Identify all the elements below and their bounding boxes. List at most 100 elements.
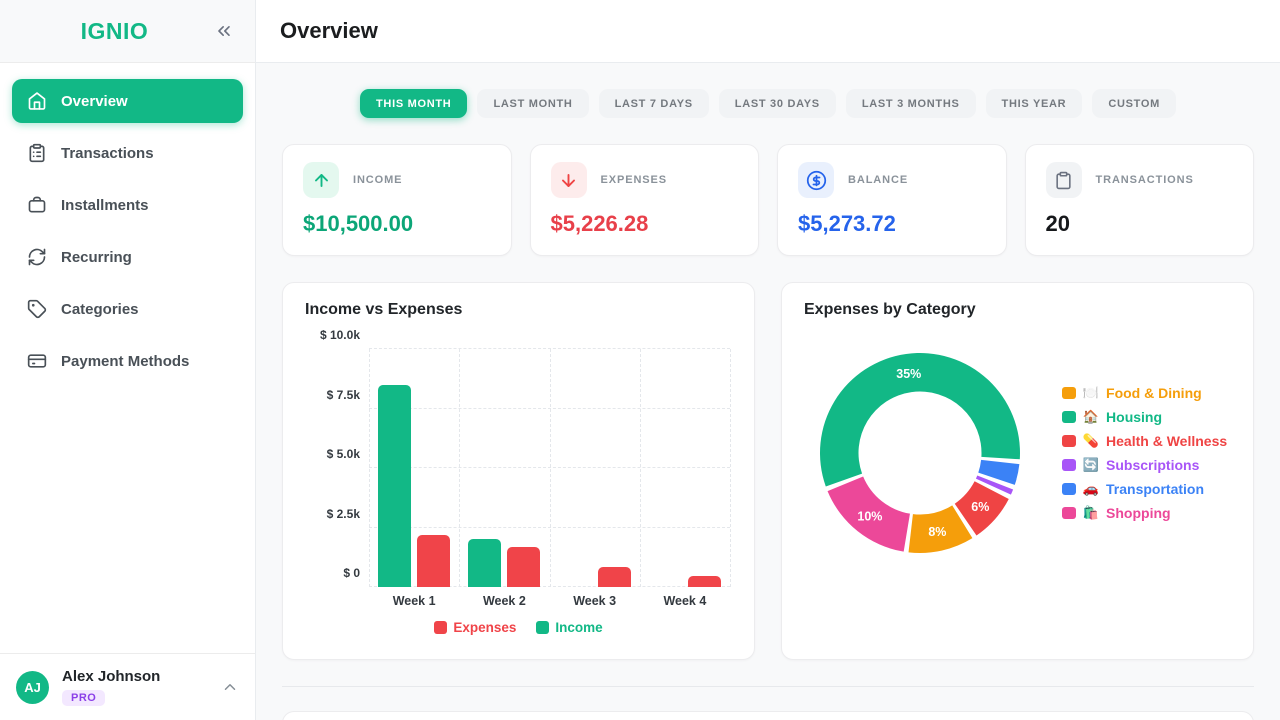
expenses-bar-week-1[interactable] [417, 534, 451, 587]
legend-swatch [1061, 387, 1076, 399]
category-label: Health & Wellness [1106, 433, 1228, 449]
home-icon [27, 91, 47, 111]
gridline [369, 349, 370, 587]
gridline [369, 348, 730, 349]
stat-card-header: BALANCE [798, 162, 986, 198]
chevron-up-icon[interactable] [221, 678, 239, 696]
tag-icon [27, 299, 47, 319]
category-label: Shopping [1106, 505, 1171, 521]
stat-value: $5,226.28 [550, 211, 649, 236]
slice-percent-label: 10% [857, 510, 882, 524]
page-title: Overview [280, 18, 378, 43]
user-menu[interactable]: AJ Alex Johnson PRO [0, 653, 255, 720]
gridline [549, 349, 551, 587]
legend-item-income[interactable]: Income [536, 620, 603, 635]
dollar-circle-icon [798, 162, 834, 198]
expenses-bar-week-3[interactable] [597, 566, 631, 587]
filter-last-30-days[interactable]: LAST 30 DAYS [718, 89, 836, 118]
stat-card-income: INCOME $10,500.00 [282, 144, 512, 256]
y-axis-tick: $ 7.5k [326, 387, 360, 402]
stat-label: INCOME [353, 174, 403, 186]
sidebar-item-categories[interactable]: Categories [12, 287, 243, 331]
legend-label: Income [555, 620, 603, 635]
category-legend-item-health-wellness[interactable]: 💊 Health & Wellness [1061, 433, 1228, 449]
filter-this-year[interactable]: THIS YEAR [985, 89, 1083, 118]
stat-card-header: INCOME [303, 162, 491, 198]
legend-swatch [1061, 507, 1076, 519]
legend-label: Expenses [453, 620, 517, 635]
stat-card-transactions: TRANSACTIONS 20 [1024, 144, 1254, 256]
donut-slice-transportation[interactable] [978, 459, 1020, 485]
donut-slice-housing[interactable] [819, 353, 1020, 487]
charts-row: Income vs Expenses $ 0 $ 2.5k $ 5.0k $ 7.5k… [282, 282, 1254, 660]
top-bar: Overview [256, 0, 1280, 63]
credit-card-icon [27, 351, 47, 371]
transportation-emoji-icon: 🚗 [1082, 481, 1100, 496]
filter-this-month[interactable]: THIS MONTH [360, 89, 468, 118]
housing-emoji-icon: 🏠 [1082, 409, 1100, 424]
expenses-bar-week-4[interactable] [687, 575, 721, 587]
shopping-emoji-icon: 🛍️ [1082, 505, 1100, 520]
gridline [639, 349, 641, 587]
sidebar: IGNIO Overview Transactions Installments Re… [0, 0, 256, 720]
income-bar-week-2[interactable] [468, 539, 502, 587]
sidebar-item-payment-methods[interactable]: Payment Methods [12, 339, 243, 383]
stat-card-header: EXPENSES [550, 162, 739, 198]
category-legend-item-subscriptions[interactable]: 🔄 Subscriptions [1061, 457, 1227, 473]
y-axis-tick: $ 0 [343, 566, 360, 580]
health-wellness-emoji-icon: 💊 [1082, 433, 1100, 448]
category-legend: 🍽️ Food & Dining 🏠 Housing 💊 Health & Wellnes… [1061, 385, 1228, 521]
legend-swatch [1061, 435, 1076, 447]
sidebar-item-transactions[interactable]: Transactions [12, 131, 243, 175]
legend-swatch [1061, 459, 1076, 471]
bar-chart-legend: Expenses Income [305, 620, 732, 635]
stat-label: TRANSACTIONS [1095, 174, 1194, 186]
stat-cards: INCOME $10,500.00 EXPENSES $5,226.28 BALANCE… [282, 144, 1254, 256]
category-legend-item-food-dining[interactable]: 🍽️ Food & Dining [1061, 385, 1227, 401]
legend-item-expenses[interactable]: Expenses [434, 620, 516, 635]
sidebar-item-label: Payment Methods [61, 352, 190, 370]
income-bar-week-1[interactable] [378, 384, 412, 587]
sidebar-item-recurring[interactable]: Recurring [12, 235, 243, 279]
category-legend-item-housing[interactable]: 🏠 Housing [1061, 409, 1227, 425]
main-area: Overview THIS MONTH LAST MONTH LAST 7 DAYS… [256, 0, 1280, 720]
donut-chart: 35% 6% 8% 10% [819, 353, 1020, 554]
slice-percent-label: 8% [928, 525, 946, 539]
legend-swatch [434, 621, 448, 634]
avatar: AJ [16, 670, 49, 704]
user-info: Alex Johnson PRO [62, 668, 160, 706]
stat-label: EXPENSES [600, 174, 668, 186]
next-section-card [282, 711, 1254, 720]
legend-swatch [1061, 483, 1076, 495]
stat-value: $10,500.00 [303, 211, 414, 236]
filter-last-7-days[interactable]: LAST 7 DAYS [598, 89, 709, 118]
slice-percent-label: 35% [896, 367, 921, 381]
y-axis-tick: $ 10.0k [319, 328, 360, 342]
sidebar-nav: Overview Transactions Installments Recurrin… [0, 63, 255, 653]
category-label: Housing [1106, 409, 1163, 425]
donut-slice-subscriptions[interactable] [975, 475, 1013, 495]
content: THIS MONTH LAST MONTH LAST 7 DAYS LAST 30 D… [256, 63, 1280, 720]
donut-slice-shopping[interactable] [827, 476, 910, 552]
x-axis-label: Week 4 [663, 594, 707, 608]
stat-card-header: TRANSACTIONS [1045, 162, 1234, 198]
sidebar-item-overview[interactable]: Overview [12, 79, 243, 123]
stat-value: 20 [1045, 211, 1070, 236]
donut-slice-food-dining[interactable] [908, 505, 973, 554]
income-vs-expenses-card: Income vs Expenses $ 0 $ 2.5k $ 5.0k $ 7.5k… [282, 282, 755, 660]
stat-value: $5,273.72 [798, 211, 896, 236]
category-label: Subscriptions [1106, 457, 1200, 473]
category-legend-item-transportation[interactable]: 🚗 Transportation [1061, 481, 1227, 497]
sidebar-item-installments[interactable]: Installments [12, 183, 243, 227]
sidebar-collapse-button[interactable] [211, 18, 237, 44]
stat-label: BALANCE [848, 174, 909, 186]
filter-last-month[interactable]: LAST MONTH [477, 89, 589, 118]
filter-custom[interactable]: CUSTOM [1092, 89, 1176, 118]
filter-last-3-months[interactable]: LAST 3 MONTHS [845, 89, 976, 118]
sidebar-header: IGNIO [0, 0, 255, 63]
category-label: Food & Dining [1106, 385, 1202, 401]
category-legend-item-shopping[interactable]: 🛍️ Shopping [1061, 505, 1227, 521]
section-divider [282, 686, 1254, 687]
expenses-bar-week-2[interactable] [507, 546, 541, 587]
donut-slice-health-wellness[interactable] [954, 481, 1009, 536]
